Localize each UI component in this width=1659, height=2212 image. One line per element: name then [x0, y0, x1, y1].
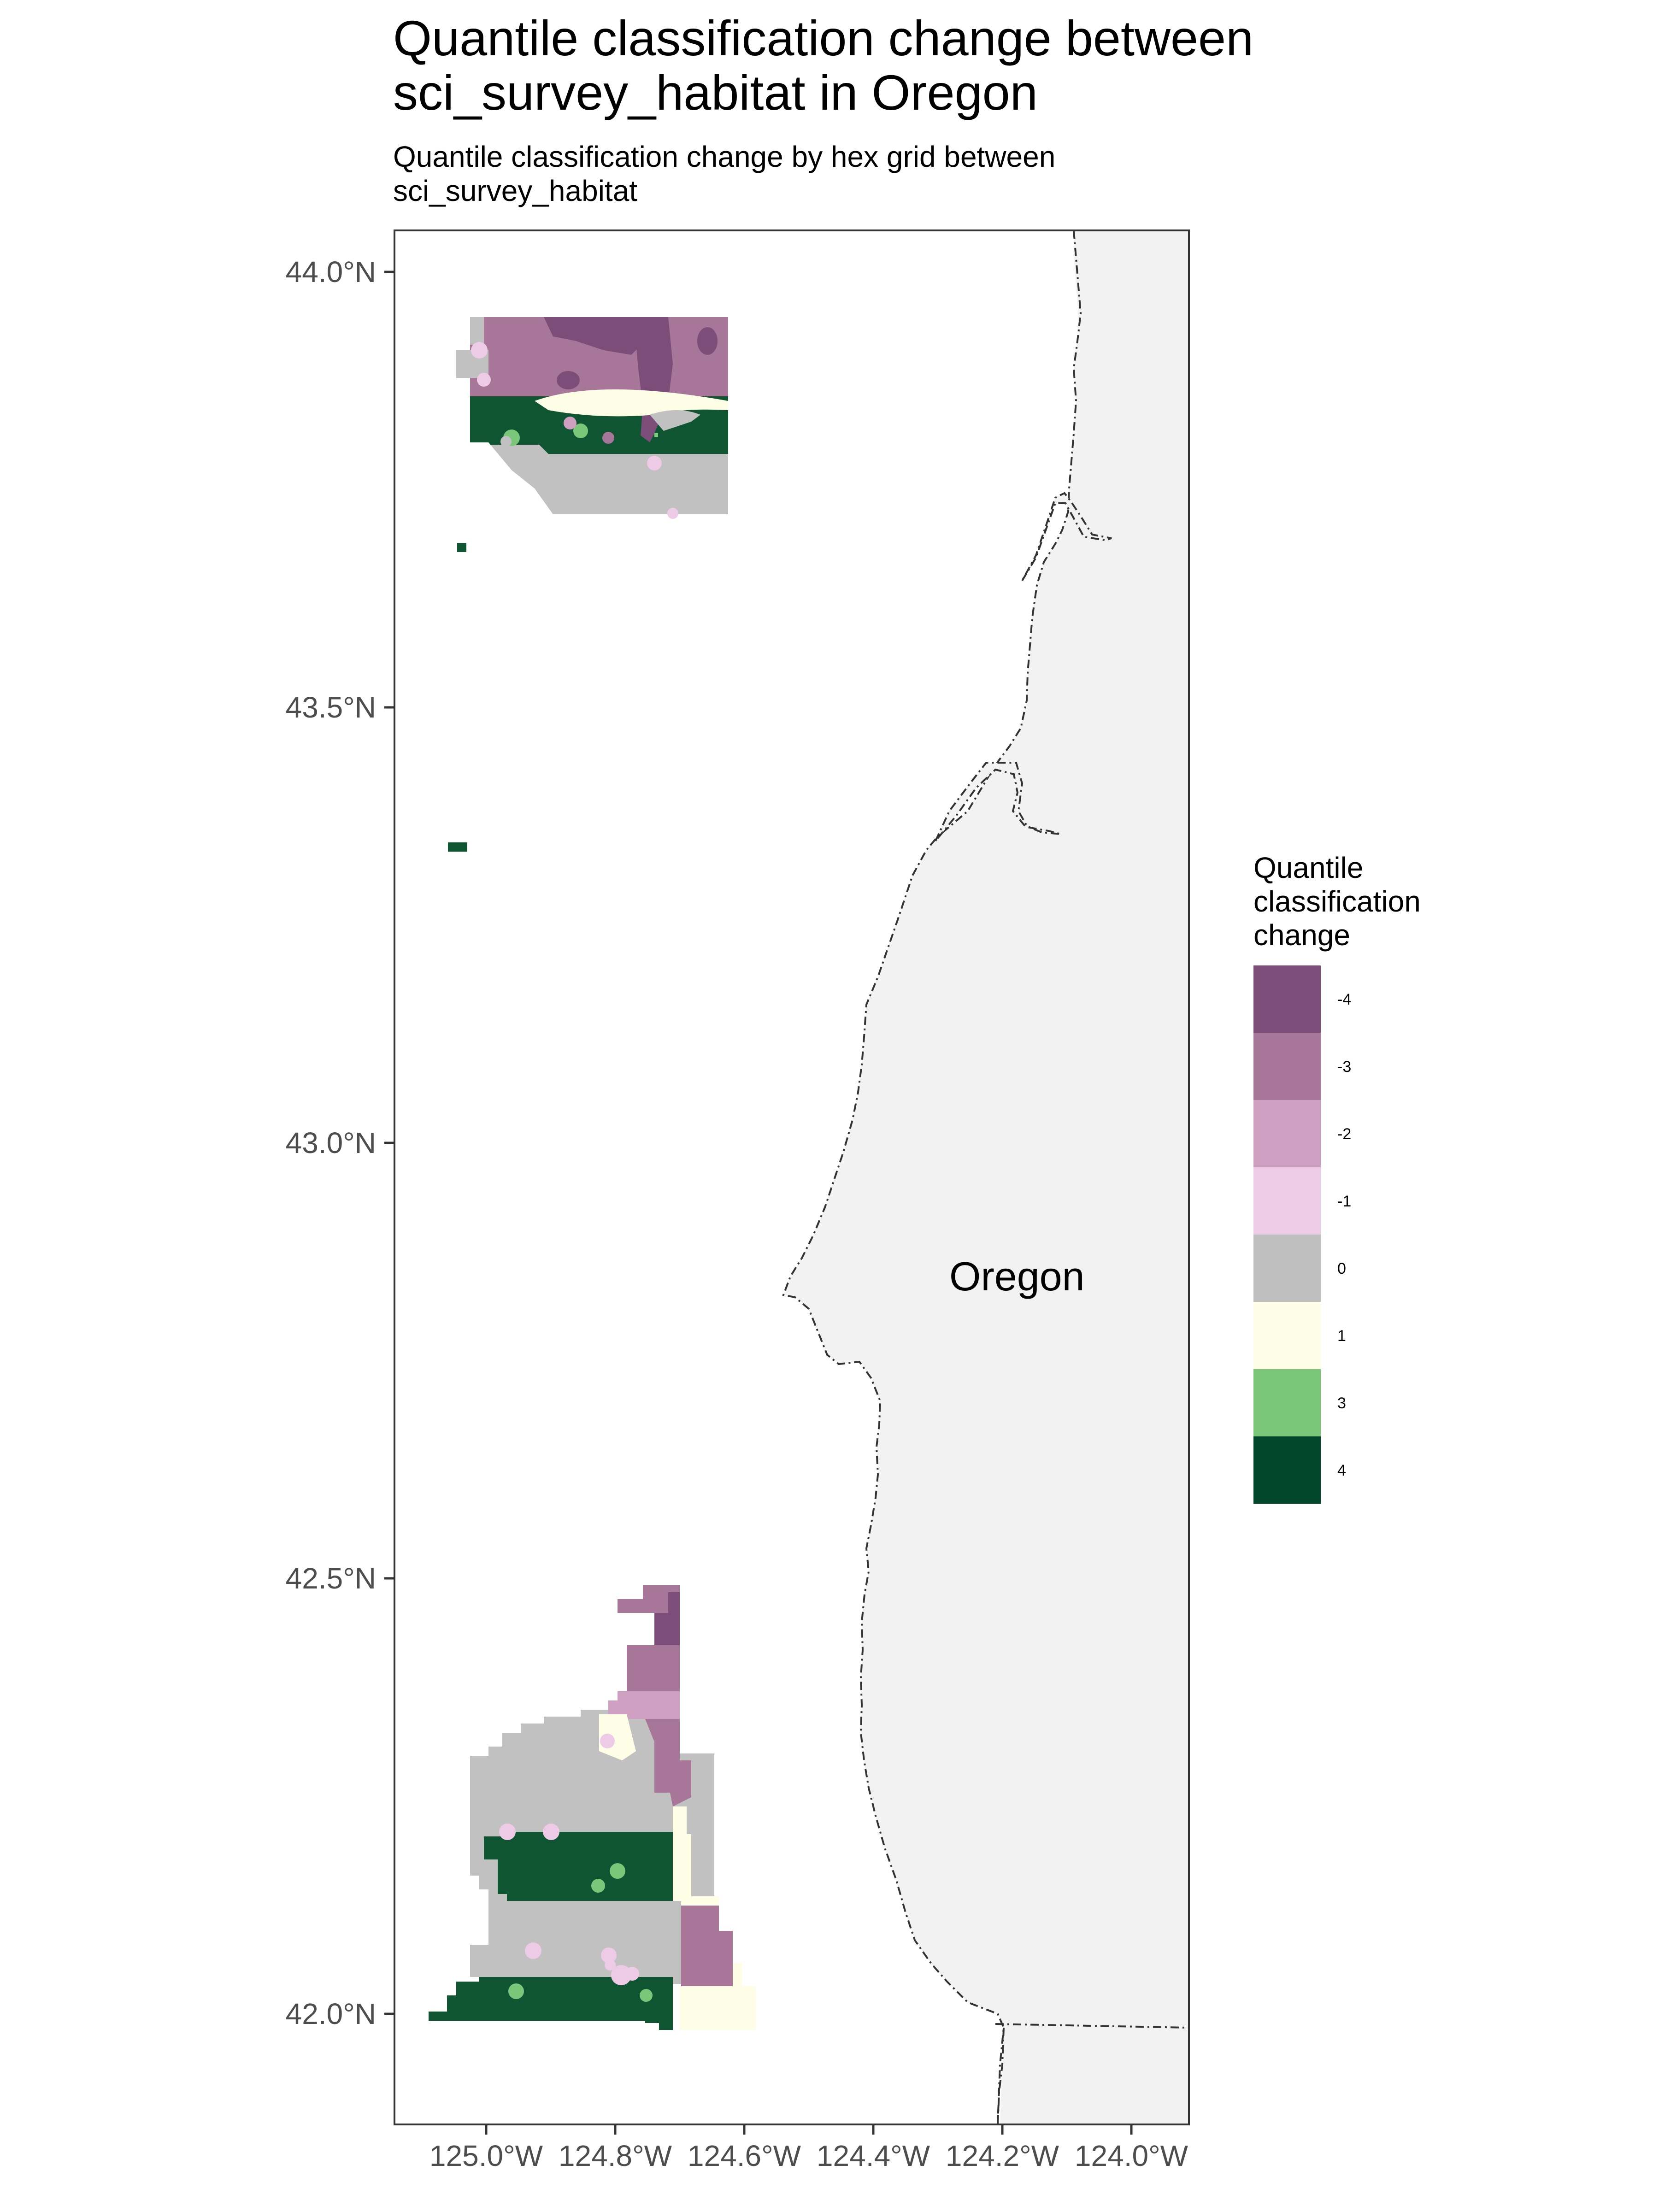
- legend-swatch: [1253, 1235, 1321, 1302]
- x-tick-label: 124.0°W: [1075, 2139, 1188, 2172]
- legend-title-line1: Quantile: [1253, 851, 1363, 884]
- legend-title-line2: classification: [1253, 885, 1421, 918]
- california-coast: [997, 2027, 1005, 2124]
- y-axis: 44.0°N 43.5°N 43.0°N 42.5°N 42.0°N: [286, 255, 394, 2030]
- x-tick-label: 124.2°W: [946, 2139, 1059, 2172]
- state-border: [995, 2023, 1189, 2029]
- estuary-south: [935, 762, 1061, 842]
- x-tick-label: 124.6°W: [688, 2139, 801, 2172]
- oregon-label: Oregon: [949, 1253, 1085, 1299]
- x-tick-label: 125.0°W: [429, 2139, 543, 2172]
- legend: Quantile classification change -4 -3 -2 -1 0…: [1253, 851, 1421, 1504]
- hex-region-south: [429, 1585, 756, 2030]
- legend-label: 3: [1337, 1394, 1346, 1412]
- hex-cell-43-7: [457, 543, 466, 552]
- legend-swatch: [1253, 1436, 1321, 1504]
- map-subtitle-line2: sci_survey_habitat: [393, 174, 637, 207]
- legend-title-line3: change: [1253, 918, 1350, 952]
- y-tick-label: 42.0°N: [286, 1997, 376, 2030]
- legend-swatch: [1253, 1033, 1321, 1100]
- legend-swatch: [1253, 1302, 1321, 1369]
- legend-swatch: [1253, 1369, 1321, 1436]
- legend-label: -3: [1337, 1058, 1351, 1076]
- coastline: [782, 230, 1082, 2124]
- y-tick-label: 43.0°N: [286, 1126, 376, 1159]
- hex-region-north: [456, 317, 728, 519]
- map-panel: Oregon: [394, 229, 1190, 2125]
- legend-label: 0: [1337, 1260, 1346, 1277]
- panel-border: [394, 229, 1190, 2125]
- estuary-north: [1021, 492, 1112, 582]
- x-tick-label: 124.8°W: [559, 2139, 672, 2172]
- map-title-line1: Quantile classification change between: [393, 10, 1253, 66]
- map-title-line2: sci_survey_habitat in Oregon: [393, 65, 1038, 120]
- legend-label: 4: [1337, 1462, 1346, 1479]
- y-tick-label: 42.5°N: [286, 1562, 376, 1595]
- map-subtitle-line1: Quantile classification change by hex gr…: [393, 140, 1055, 173]
- x-axis: 125.0°W 124.8°W 124.6°W 124.4°W 124.2°W …: [429, 2124, 1188, 2172]
- legend-keys: -4 -3 -2 -1 0 1 3 4: [1253, 965, 1351, 1504]
- legend-swatch: [1253, 1167, 1321, 1235]
- y-tick-label: 43.5°N: [286, 691, 376, 724]
- legend-swatch: [1253, 965, 1321, 1033]
- y-tick-label: 44.0°N: [286, 255, 376, 288]
- x-tick-label: 124.4°W: [817, 2139, 930, 2172]
- legend-label: -1: [1337, 1193, 1351, 1210]
- hex-cell-43-35: [448, 842, 467, 852]
- legend-label: -2: [1337, 1125, 1351, 1143]
- legend-label: -4: [1337, 991, 1351, 1008]
- legend-swatch: [1253, 1100, 1321, 1167]
- legend-label: 1: [1337, 1327, 1346, 1345]
- oregon-landmass: [783, 230, 1189, 2124]
